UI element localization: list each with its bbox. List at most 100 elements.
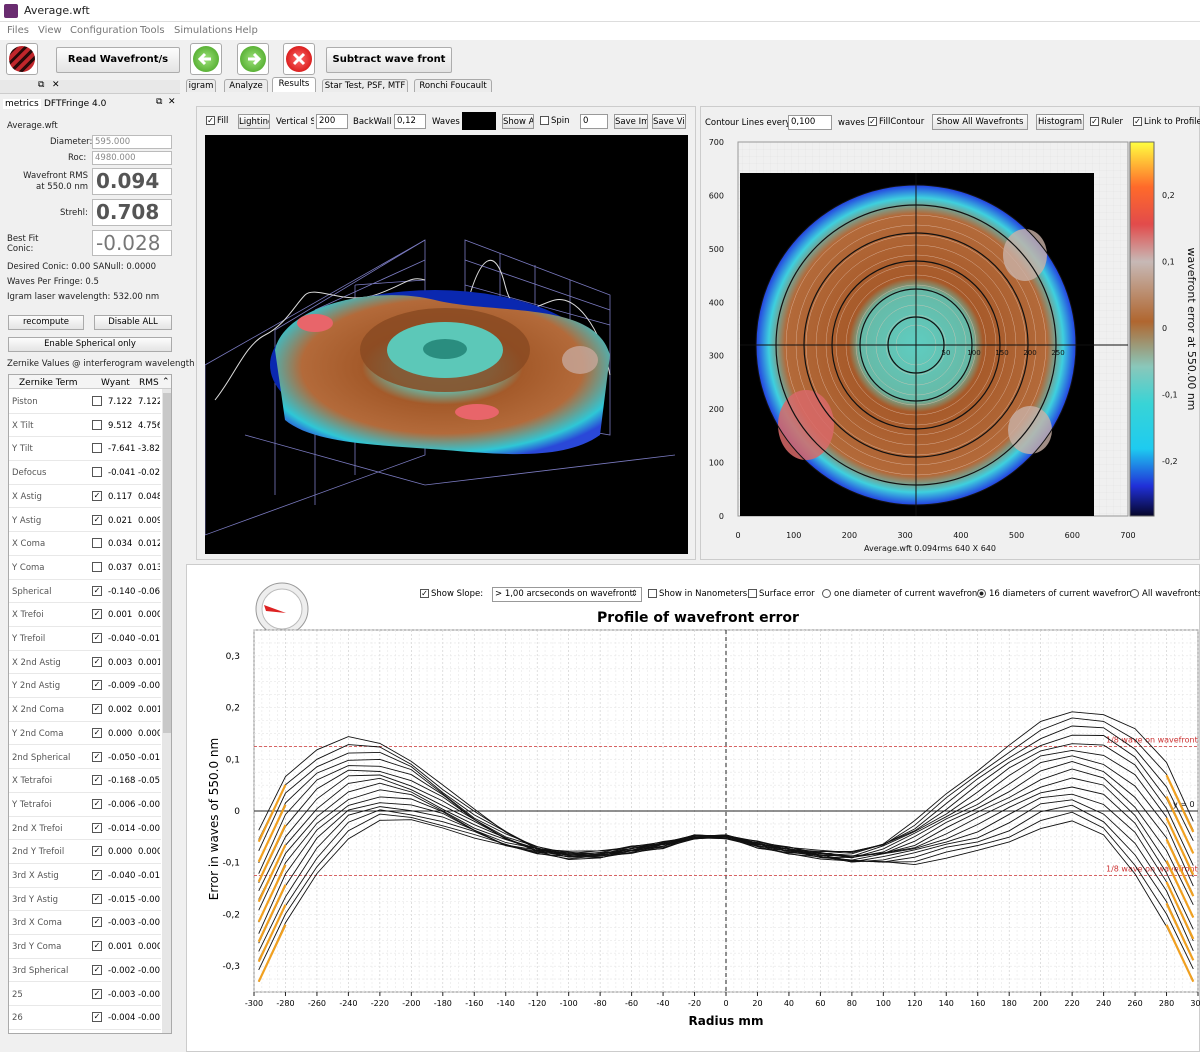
forward-button[interactable] <box>237 43 269 75</box>
spin-checkbox[interactable]: Spin <box>540 116 570 126</box>
show-all-button[interactable]: Show All <box>502 114 534 129</box>
histogram-button[interactable]: Histogram <box>1036 114 1084 130</box>
fill-checkbox[interactable]: ✓ Fill <box>206 116 229 126</box>
compass-icon[interactable] <box>255 582 309 636</box>
menu-view[interactable]: View <box>38 25 62 36</box>
nanometers-checkbox[interactable]: Show in Nanometers <box>648 589 747 599</box>
tab-analyze[interactable]: Analyze <box>224 79 268 92</box>
surface-error-checkbox[interactable]: Surface error <box>748 589 815 599</box>
menu-simulations[interactable]: Simulations <box>174 25 233 36</box>
surface-3d-view[interactable] <box>205 135 688 554</box>
zernike-enable-checkbox[interactable]: ✓ <box>92 1012 102 1023</box>
zernike-enable-checkbox[interactable] <box>92 467 102 478</box>
zernike-enable-checkbox[interactable]: ✓ <box>92 846 102 857</box>
x-tick-label: 120 <box>907 999 922 1008</box>
zernike-wyant-value: -0.004 <box>108 1013 135 1024</box>
menu-help[interactable]: Help <box>235 25 258 36</box>
fill-contour-checkbox[interactable]: ✓ FillContour <box>868 117 925 127</box>
read-wavefront-button[interactable]: Read Wavefront/s <box>56 47 180 73</box>
contour-spacing-spin[interactable]: 0,100 <box>788 115 832 130</box>
zernike-enable-checkbox[interactable] <box>92 419 102 430</box>
contour-plot[interactable]: 50 100 150 200 250 0,2 0,1 0 -0,1 -0,2 wavefront… <box>700 135 1200 560</box>
slope-highlight <box>257 904 287 963</box>
scrollbar-thumb[interactable] <box>163 393 171 733</box>
zernike-enable-checkbox[interactable]: ✓ <box>92 585 102 596</box>
tab-igram[interactable]: igram <box>186 79 216 92</box>
zernike-enable-checkbox[interactable]: ✓ <box>92 490 102 501</box>
one-diameter-radio[interactable]: one diameter of current wavefront <box>822 589 981 599</box>
show-all-wavefronts-button[interactable]: Show All Wavefronts <box>932 114 1028 130</box>
zernike-enable-checkbox[interactable]: ✓ <box>92 964 102 975</box>
recompute-button[interactable]: recompute <box>8 315 84 330</box>
menu-tools[interactable]: Tools <box>140 25 165 36</box>
tab-star-test[interactable]: Star Test, PSF, MTF <box>322 79 408 92</box>
all-wavefronts-radio[interactable]: All wavefronts <box>1130 589 1200 599</box>
subtract-wavefront-button[interactable]: Subtract wave front <box>326 47 452 73</box>
slope-highlight <box>257 844 287 903</box>
zernike-enable-checkbox[interactable]: ✓ <box>92 822 102 833</box>
enable-spherical-button[interactable]: Enable Spherical only <box>8 337 172 352</box>
tab-ronchi[interactable]: Ronchi Foucault <box>414 79 492 92</box>
link-profile-checkbox[interactable]: ✓ Link to Profile <box>1133 117 1200 127</box>
zernike-wyant-value: 0.021 <box>108 515 133 526</box>
zernike-enable-checkbox[interactable]: ✓ <box>92 775 102 786</box>
slope-highlight <box>1165 924 1195 983</box>
zernike-wyant-value: 0.002 <box>108 705 133 716</box>
tab-metrics[interactable]: metrics <box>3 99 41 109</box>
menu-files[interactable]: Files <box>7 25 29 36</box>
scroll-up-icon[interactable]: ⌃ <box>162 377 170 387</box>
sixteen-diameters-radio[interactable]: 16 diameters of current wavefront <box>977 589 1135 599</box>
zernike-enable-checkbox[interactable]: ✓ <box>92 680 102 691</box>
backwall-spin[interactable]: 0,12 <box>394 114 426 129</box>
zernike-enable-checkbox[interactable]: ✓ <box>92 633 102 643</box>
zernike-enable-checkbox[interactable]: ✓ <box>92 751 102 762</box>
delete-button[interactable] <box>283 43 315 75</box>
tab-dftfringe[interactable]: DFTFringe 4.0 <box>44 99 107 109</box>
zernike-enable-checkbox[interactable] <box>92 561 102 572</box>
zernike-enable-checkbox[interactable]: ✓ <box>92 893 102 904</box>
zernike-enable-checkbox[interactable]: ✓ <box>92 917 102 928</box>
zernike-enable-checkbox[interactable] <box>92 538 102 549</box>
save-image-button[interactable]: Save Image <box>614 114 648 129</box>
zernike-row: 3rd X Astig ✓ -0.040 -0.01 <box>9 864 161 888</box>
dock-float-icon[interactable]: ⧉ <box>38 80 45 90</box>
zernike-enable-checkbox[interactable]: ✓ <box>92 609 102 620</box>
slope-highlight <box>257 924 287 983</box>
zernike-enable-checkbox[interactable] <box>92 396 102 406</box>
vertical-spin[interactable]: 200 <box>316 114 348 129</box>
profile-chart[interactable]: Profile of wavefront error Surface Smoot… <box>186 580 1200 1052</box>
zernike-enable-checkbox[interactable]: ✓ <box>92 870 102 880</box>
slope-dropdown[interactable]: > 1,00 arcseconds on wavefront ⇕ <box>492 587 642 602</box>
zernike-term-name: 25 <box>12 989 23 1000</box>
spin-speed[interactable]: 0 <box>580 114 608 129</box>
dock2-close-icon[interactable]: ✕ <box>168 97 176 107</box>
ruler-checkbox[interactable]: ✓ Ruler <box>1090 117 1123 127</box>
disable-all-button[interactable]: Disable ALL <box>94 315 172 330</box>
app-icon <box>4 4 18 18</box>
tab-results[interactable]: Results <box>272 77 316 92</box>
zernike-enable-checkbox[interactable]: ✓ <box>92 514 102 525</box>
zernike-enable-checkbox[interactable]: ✓ <box>92 941 102 952</box>
save-video-button[interactable]: Save Video <box>652 114 686 129</box>
background-color-swatch[interactable] <box>462 112 496 130</box>
zernike-enable-checkbox[interactable]: ✓ <box>92 988 102 999</box>
logo-button[interactable] <box>6 43 38 75</box>
lighting-button[interactable]: Lighting <box>238 114 270 129</box>
back-button[interactable] <box>190 43 222 75</box>
show-slope-checkbox[interactable]: ✓ Show Slope: <box>420 589 484 599</box>
zernike-row: X 2nd Coma ✓ 0.002 0.001 <box>9 698 161 722</box>
dock2-float-icon[interactable]: ⧉ <box>156 97 163 107</box>
zernike-enable-checkbox[interactable]: ✓ <box>92 704 102 715</box>
y-axis-label: Error in waves of 550.0 nm <box>207 738 221 900</box>
zernike-scrollbar[interactable] <box>162 389 171 1033</box>
zernike-enable-checkbox[interactable]: ✓ <box>92 656 102 667</box>
zernike-term-name: 3rd Spherical <box>12 965 69 976</box>
zernike-row: Y Tetrafoi ✓ -0.006 -0.00 <box>9 793 161 817</box>
zernike-rms-value: -0.00 <box>138 894 160 905</box>
zernike-wyant-value: 9.512 <box>108 420 133 431</box>
zernike-enable-checkbox[interactable]: ✓ <box>92 798 102 809</box>
dock-close-icon[interactable]: ✕ <box>52 80 60 90</box>
zernike-enable-checkbox[interactable] <box>92 443 102 454</box>
zernike-enable-checkbox[interactable]: ✓ <box>92 727 102 738</box>
menu-configuration[interactable]: Configuration <box>70 25 138 36</box>
